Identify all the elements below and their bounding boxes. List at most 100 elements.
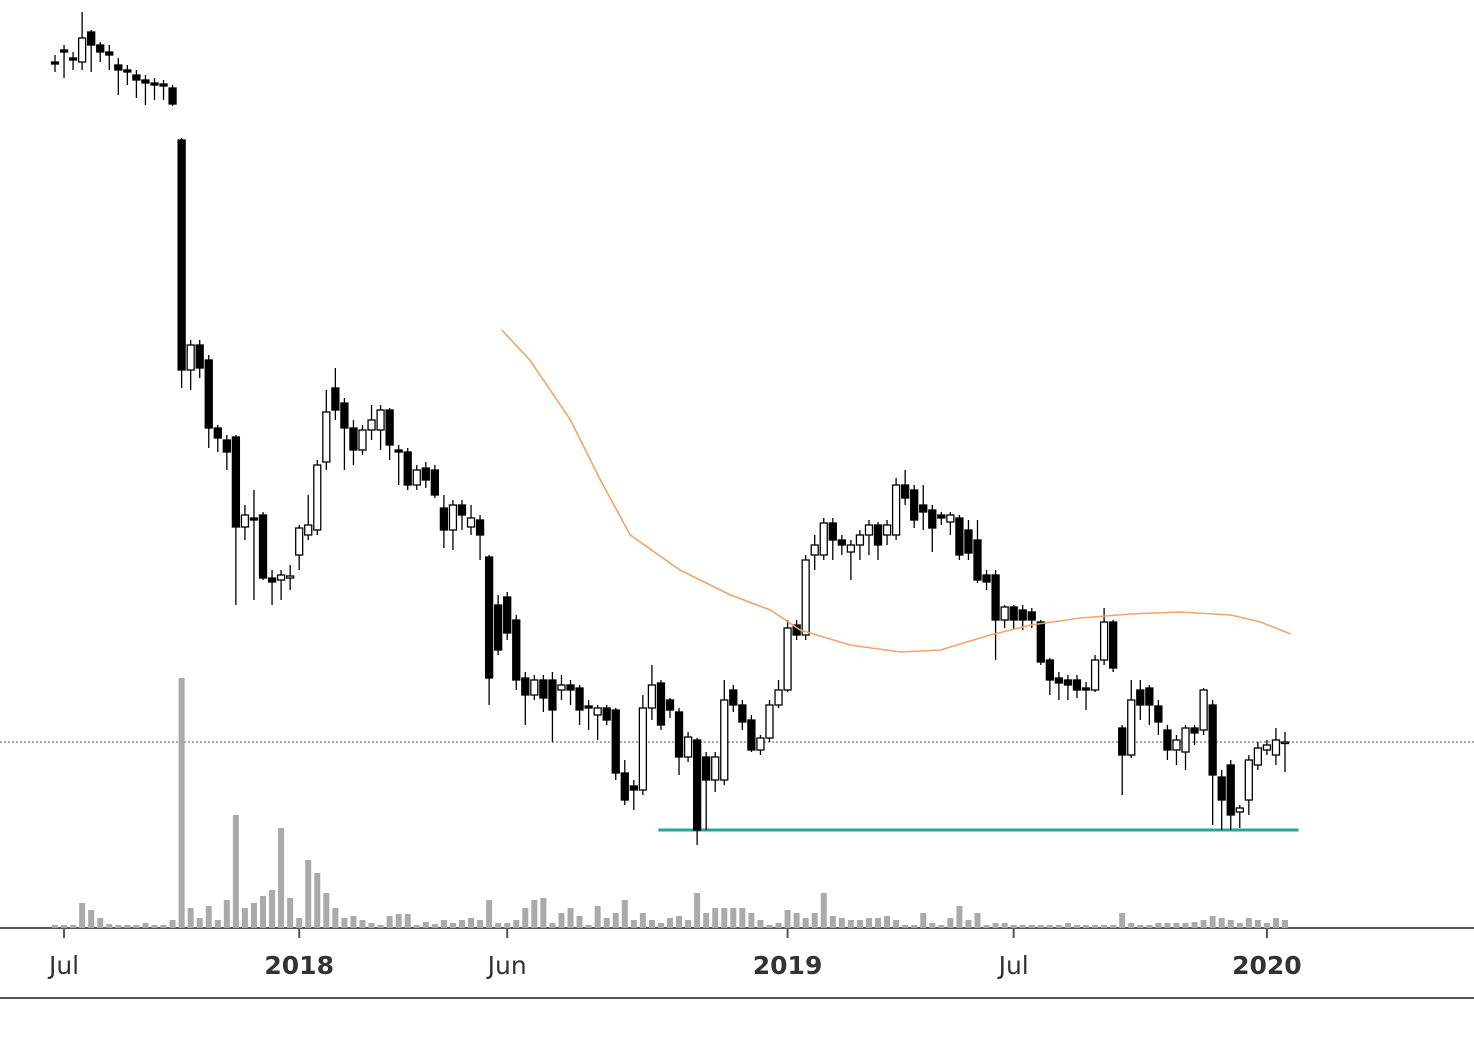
volume-bar <box>1173 923 1180 928</box>
volume-bar <box>694 893 701 928</box>
volume-bar <box>820 893 827 928</box>
candle-body <box>412 469 421 486</box>
volume-bar <box>440 920 447 928</box>
volume-bar <box>1073 925 1080 928</box>
candle-body <box>656 682 666 726</box>
volume-bar <box>115 925 122 928</box>
x-tick-label: 2020 <box>1232 951 1302 980</box>
volume-bar <box>802 918 809 928</box>
candle-body <box>611 709 620 774</box>
volume-bar <box>1155 923 1162 928</box>
candle-body <box>548 679 557 711</box>
candle-body <box>964 529 973 554</box>
volume-bar <box>1001 923 1008 928</box>
candle-body <box>937 514 946 519</box>
candle-body <box>59 49 69 53</box>
volume-bar <box>187 908 194 928</box>
volume-bar <box>567 908 574 928</box>
candle-body <box>711 756 720 781</box>
candle-body <box>991 574 1000 621</box>
candle-body <box>1253 747 1263 766</box>
volume-bar <box>739 908 746 928</box>
volume-bar <box>549 923 556 928</box>
volume-bar <box>278 828 285 928</box>
candle-body <box>150 82 159 86</box>
candle-body <box>1054 677 1064 684</box>
volume-bar <box>965 920 972 928</box>
volume-bar <box>70 925 77 928</box>
candle-body <box>503 596 512 634</box>
candle-body <box>530 679 539 696</box>
volume-bar <box>1272 918 1279 928</box>
candle-body <box>403 451 412 486</box>
volume-bar <box>1110 925 1117 928</box>
volume-bar <box>250 903 257 928</box>
candle-body <box>1262 744 1272 751</box>
volume-bar <box>106 924 113 928</box>
volume-bar <box>97 918 104 928</box>
candle-body <box>1154 705 1163 723</box>
volume-bar <box>902 925 909 928</box>
volume-bar <box>757 920 764 928</box>
volume-bar <box>88 910 95 928</box>
volume-bar <box>983 925 990 928</box>
candle-body <box>1109 621 1118 669</box>
volume-bar <box>1137 925 1144 928</box>
candle-body <box>394 449 403 453</box>
candle-body <box>430 469 440 496</box>
candle-body <box>593 707 602 716</box>
volume-bar <box>495 923 502 928</box>
candle-body <box>602 707 611 721</box>
volume-bar <box>160 925 167 928</box>
candle-body <box>702 756 711 781</box>
volume-bar <box>911 925 918 928</box>
candle-body <box>1181 727 1190 753</box>
x-tick-label: 2019 <box>753 951 823 980</box>
candle-body <box>910 489 919 521</box>
volume-bar <box>341 918 348 928</box>
volume-bar <box>1064 923 1071 928</box>
candle-body <box>1045 659 1055 681</box>
volume-bar <box>1227 920 1234 928</box>
volume-bar <box>676 916 683 928</box>
volume-bar <box>1010 925 1017 928</box>
candle-body <box>1208 704 1217 776</box>
candle-body <box>575 687 584 711</box>
candle-body <box>665 699 675 711</box>
volume-bar <box>477 920 484 928</box>
volume-bar <box>314 873 321 928</box>
candle-body <box>647 684 657 709</box>
moving-average <box>501 329 1291 653</box>
volume-bar <box>540 898 547 928</box>
candle-body <box>50 61 60 65</box>
candle-body <box>313 464 322 531</box>
volume-bar <box>838 918 845 928</box>
volume-bar <box>938 925 945 928</box>
x-tick-label: Jun <box>486 951 527 980</box>
volume-bar <box>1191 922 1198 928</box>
candle-body <box>87 31 96 46</box>
candle-body <box>1027 611 1036 621</box>
volume-bar <box>829 916 836 928</box>
volume-bar <box>196 918 203 928</box>
candle-body <box>1090 659 1100 691</box>
candle-body <box>629 785 638 791</box>
candle-body <box>801 559 810 636</box>
volume-bar <box>79 903 86 928</box>
volume-bar <box>766 925 773 928</box>
candle-body <box>276 574 286 581</box>
candle-body <box>955 517 964 556</box>
volume-bar <box>431 924 438 928</box>
volume-bar <box>884 916 891 928</box>
volume-bar <box>621 900 628 928</box>
volume-bar <box>413 925 420 928</box>
volume-bar <box>350 916 357 928</box>
volume-bar <box>522 908 529 928</box>
volume-bar <box>241 908 248 928</box>
volume-bar <box>703 913 710 928</box>
volume-bar <box>1146 925 1153 928</box>
candle-body <box>123 69 132 73</box>
volume-bar <box>639 913 646 928</box>
candle-body <box>213 427 222 439</box>
volume-bar <box>232 815 239 928</box>
